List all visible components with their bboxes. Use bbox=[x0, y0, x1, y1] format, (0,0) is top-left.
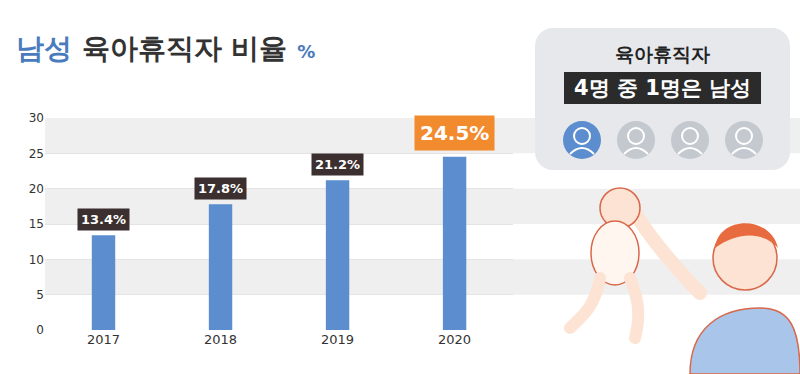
svg-text:15: 15 bbox=[29, 217, 44, 231]
svg-text:2017: 2017 bbox=[87, 332, 120, 347]
svg-text:17.8%: 17.8% bbox=[198, 181, 243, 196]
svg-text:2019: 2019 bbox=[321, 332, 354, 347]
svg-text:0: 0 bbox=[36, 323, 44, 337]
svg-text:10: 10 bbox=[29, 253, 44, 267]
html-text:4명 중 1명은 남성: 4명 중 1명은 남성 bbox=[573, 76, 752, 100]
svg-text:5: 5 bbox=[36, 288, 44, 302]
svg-text:2018: 2018 bbox=[204, 332, 237, 347]
svg-text:21.2%: 21.2% bbox=[315, 157, 360, 172]
html-text:육아휴직자: 육아휴직자 bbox=[615, 43, 710, 65]
svg-text:2020: 2020 bbox=[438, 332, 471, 347]
svg-text:남성 육아휴직자 비율 %: 남성 육아휴직자 비율 % bbox=[16, 32, 315, 65]
svg-text:30: 30 bbox=[29, 111, 44, 125]
svg-text:13.4%: 13.4% bbox=[81, 212, 126, 227]
svg-text:24.5%: 24.5% bbox=[420, 121, 489, 145]
svg-text:25: 25 bbox=[29, 147, 44, 161]
svg-text:20: 20 bbox=[29, 182, 44, 196]
